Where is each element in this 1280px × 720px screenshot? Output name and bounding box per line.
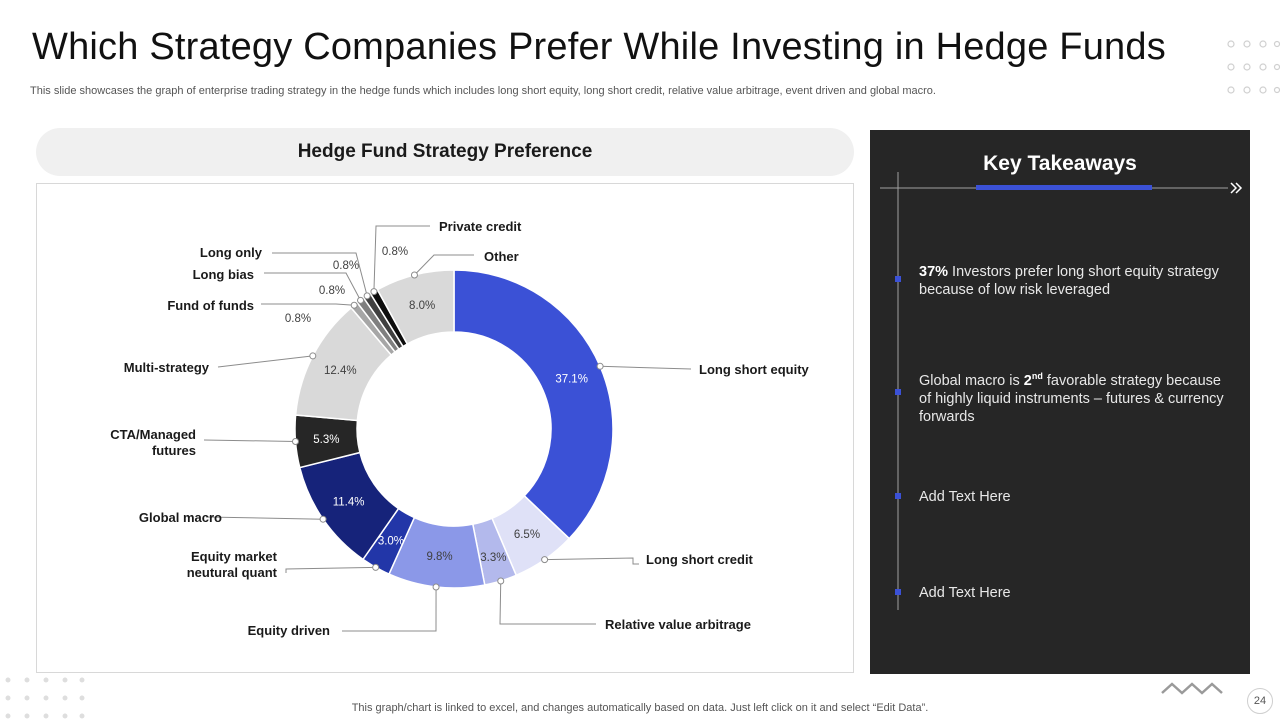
slice-value-label: 37.1% <box>555 374 588 386</box>
slice-value-label: 0.8% <box>382 246 408 258</box>
bullet-icon <box>895 276 901 282</box>
slice-category-label: Long only <box>200 245 263 260</box>
slice-category-label: Multi-strategy <box>124 360 210 375</box>
slice-category-label: Global macro <box>139 510 222 525</box>
slice-category-label: Long bias <box>193 267 254 282</box>
takeaway-2-pre: Global macro is <box>919 372 1024 389</box>
slice-value-label: 0.8% <box>333 260 359 272</box>
slice-category-label: Relative value arbitrage <box>605 617 751 632</box>
slice-category-label: Private credit <box>439 219 522 234</box>
bullet-icon <box>895 389 901 395</box>
slice-value-label: 0.8% <box>285 313 311 325</box>
slice-value-label: 9.8% <box>426 551 452 563</box>
slice-category-label: futures <box>152 443 196 458</box>
takeaway-2: Global macro is 2nd favorable strategy b… <box>919 367 1237 426</box>
leader-dot <box>370 288 378 296</box>
page-subtitle: This slide showcases the graph of enterp… <box>30 85 936 97</box>
decorative-dots <box>1227 40 1280 94</box>
leader-dot <box>291 437 299 445</box>
slice-value-label: 3.3% <box>480 552 506 564</box>
footer-note: This graph/chart is linked to excel, and… <box>351 702 929 714</box>
leader-line <box>264 272 361 301</box>
leader-dot <box>357 296 365 304</box>
leader-line <box>600 365 692 370</box>
takeaway-2-highlight: 2 <box>1023 372 1032 389</box>
slice-value-label: 8.0% <box>409 300 435 312</box>
slice-value-label: 5.3% <box>313 434 339 446</box>
leader-line <box>414 254 474 276</box>
donut-chart: 37.1% 6.5% 3.3% 9.8% 3.0% 11.4% 5.3% 12.4% 0.8% 0… <box>110 219 810 638</box>
decorative-dots <box>5 677 85 719</box>
takeaway-1-highlight: 37% <box>919 264 949 280</box>
leader-dot <box>372 563 380 571</box>
chart-title: Hedge Fund Strategy Preference <box>36 128 854 176</box>
leader-dot <box>350 301 358 309</box>
leader-line <box>285 566 376 573</box>
slice-value-label: 0.8% <box>319 285 345 297</box>
takeaway-1-text: Investors prefer long short equity strat… <box>919 264 1219 298</box>
takeaway-2-text: favorable strategy because of highly liq… <box>919 372 1224 425</box>
bullet-icon <box>895 589 901 595</box>
leader-dot <box>410 271 418 279</box>
leader-dot <box>541 556 549 564</box>
leader-line <box>499 580 596 625</box>
takeaway-2-sup: nd <box>1031 371 1043 381</box>
slice-category-label: Long short equity <box>699 362 810 377</box>
leader-dot <box>309 352 317 360</box>
leader-line <box>272 252 368 296</box>
key-takeaways-panel: Key Takeaways 37% Investors prefer long … <box>870 130 1250 674</box>
leader-line <box>544 557 639 565</box>
leader-line <box>205 516 324 520</box>
leader-line <box>217 355 313 368</box>
slice-category-label: Fund of funds <box>167 298 254 313</box>
takeaway-1: 37% Investors prefer long short equity s… <box>919 263 1237 299</box>
leader-line <box>203 439 296 442</box>
slice-category-label: Equity market <box>191 549 278 564</box>
leader-line <box>342 586 437 632</box>
zigzag-icon <box>1161 682 1223 695</box>
slice-value-label: 3.0% <box>378 535 404 547</box>
leader-dot <box>596 362 604 370</box>
slice-value-label: 12.4% <box>324 365 357 377</box>
panel-decoration <box>880 172 1243 610</box>
slice-value-label: 6.5% <box>514 529 540 541</box>
donut-slice <box>453 269 614 540</box>
slice-category-label: Long short credit <box>646 552 754 567</box>
slice-category-label: neutural quant <box>187 565 278 580</box>
bullet-icon <box>895 493 901 499</box>
leader-dot <box>363 292 371 300</box>
page-number: 24 <box>1247 688 1273 714</box>
slice-category-label: Equity driven <box>248 623 330 638</box>
slice-category-label: CTA/Managed <box>110 427 196 442</box>
leader-dot <box>319 515 327 523</box>
chart-frame <box>36 183 854 673</box>
leader-dot <box>432 583 440 591</box>
takeaway-4: Add Text Here <box>919 585 1011 601</box>
page-title: Which Strategy Companies Prefer While In… <box>32 26 1166 68</box>
slice-category-label: Other <box>484 249 519 264</box>
chevron-right-icon <box>1230 182 1238 194</box>
takeaway-3: Add Text Here <box>919 489 1011 505</box>
leader-line <box>261 303 355 306</box>
leader-dot <box>497 577 505 585</box>
panel-title: Key Takeaways <box>983 152 1137 175</box>
slice-value-label: 11.4% <box>333 497 365 509</box>
donut-slice <box>376 269 455 346</box>
leader-line <box>373 225 430 292</box>
